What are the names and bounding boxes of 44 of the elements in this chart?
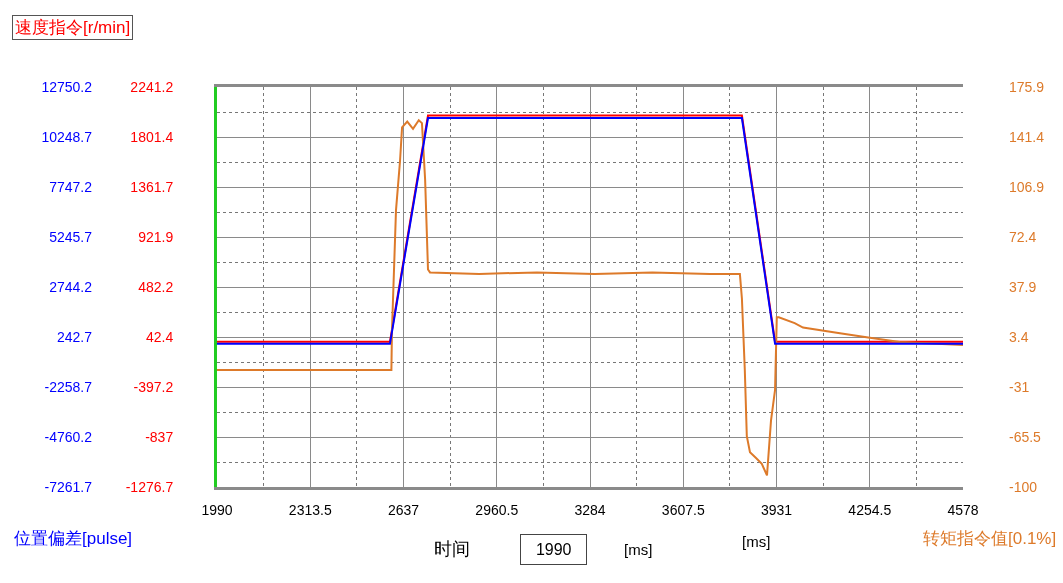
y3-tick-label: 242.7 (56, 328, 93, 345)
y-tick-label: -1276.7 (125, 478, 174, 495)
x-tick-label: 2960.5 (475, 501, 519, 518)
y-tick-label: 482.2 (138, 278, 174, 295)
y2-tick-label: 37.9 (1009, 278, 1037, 295)
y3-tick-label: 10248.7 (41, 128, 93, 145)
x-tick-label: 3607.5 (661, 501, 705, 518)
text: 1990 (527, 541, 581, 558)
y3-tick-label: 7747.2 (49, 178, 93, 195)
y2-tick-label: -31 (1009, 378, 1030, 395)
y3-tick-label: -7261.7 (44, 478, 93, 495)
y3-tick-label: -4760.2 (44, 428, 93, 445)
x-tick-label: 2637 (387, 501, 420, 518)
y2-tick-label: 106.9 (1009, 178, 1045, 195)
y2-tick-label: 3.4 (1009, 328, 1029, 345)
y2-tick-label: 72.4 (1009, 228, 1037, 245)
x-tick-label: 4578 (947, 501, 979, 518)
x-axis-title: [ms] (742, 533, 771, 550)
line-series (217, 119, 963, 477)
y3-tick-label: 2744.2 (49, 278, 93, 295)
y2-tick-label: 141.4 (1009, 128, 1045, 145)
y3-tick-label: 5245.7 (49, 228, 93, 245)
x-tick-label: 3931 (760, 501, 793, 518)
y2-axis-title: 转矩指令值[0.1%] (923, 529, 1057, 548)
x-tick-label: 3284 (574, 501, 606, 518)
y-tick-label: 1361.7 (130, 178, 174, 195)
y-tick-label: -397.2 (133, 378, 174, 395)
x-tick-label: 2313.5 (288, 501, 332, 518)
y2-tick-label: -65.5 (1009, 428, 1042, 445)
text: [ms] (624, 541, 653, 558)
y-tick-label: 1801.4 (130, 128, 174, 145)
y3-tick-label: 12750.2 (41, 78, 93, 95)
y-tick-label: -837 (145, 428, 174, 445)
text: 时间 (434, 539, 470, 559)
y3-axis-title: 位置偏差[pulse] (14, 529, 133, 548)
y-tick-label: 42.4 (145, 328, 174, 345)
y-axis-title: 速度指令[r/min] (15, 18, 131, 37)
x-tick-label: 1990 (201, 501, 233, 518)
y2-tick-label: -100 (1009, 478, 1038, 495)
y2-tick-label: 175.9 (1009, 78, 1045, 95)
y-tick-label: 921.9 (138, 228, 174, 245)
y-tick-label: 2241.2 (130, 78, 174, 95)
x-tick-label: 4254.5 (848, 501, 892, 518)
y3-tick-label: -2258.7 (44, 378, 93, 395)
